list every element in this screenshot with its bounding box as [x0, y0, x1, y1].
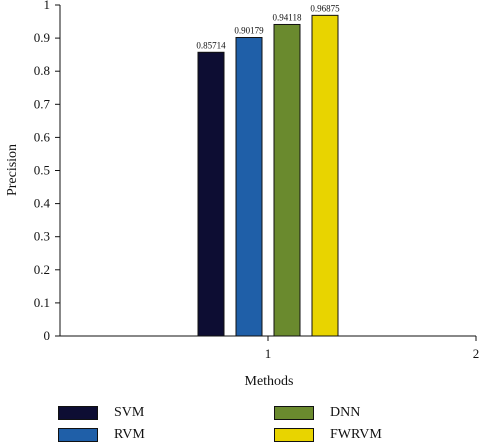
legend: SVM RVM DNN FWRVM: [0, 398, 480, 442]
bar-rvm: [235, 37, 263, 337]
legend-swatch-fwrvm: [274, 428, 314, 442]
legend-swatch-svm: [58, 406, 98, 420]
x-axis-label: Methods: [245, 374, 294, 389]
bar-svm: [197, 51, 225, 337]
y-axis-label: Precision: [5, 144, 20, 196]
data-labels: 0.85714 0.90179 0.94118 0.96875: [196, 3, 340, 50]
legend-swatch-dnn: [274, 406, 314, 420]
axes: 0 0.1 0.2 0.3 0.4 0.5 0.6 0.7 0.8 0.9 1 1 2: [34, 0, 480, 361]
y-tick-label: 0.1: [34, 295, 50, 310]
y-tick-label: 0.7: [34, 96, 51, 111]
data-label-fwrvm: 0.96875: [310, 3, 340, 13]
bars: [197, 14, 339, 337]
y-tick-label: 0.3: [34, 229, 50, 244]
y-tick-label: 0: [44, 328, 51, 343]
legend-label-dnn: DNN: [330, 405, 361, 420]
data-label-svm: 0.85714: [196, 40, 226, 50]
legend-item-rvm: RVM: [58, 426, 145, 444]
y-tick-label: 0.2: [34, 262, 50, 277]
y-tick-label: 1: [44, 0, 51, 12]
bar-chart: 00.10.20.30.40.50.60.70.80.911 2 0.857140…: [5, 0, 480, 389]
x-tick-label: 2: [473, 346, 480, 361]
y-tick-label: 0.9: [34, 30, 50, 45]
legend-item-dnn: DNN: [274, 404, 360, 422]
legend-label-svm: SVM: [114, 405, 145, 420]
y-tick-label: 0.6: [34, 129, 51, 144]
legend-label-fwrvm: FWRVM: [330, 427, 382, 442]
y-tick-label: 0.8: [34, 63, 50, 78]
legend-item-svm: SVM: [58, 404, 144, 422]
bar-dnn: [273, 23, 301, 337]
data-label-rvm: 0.90179: [234, 26, 264, 36]
y-tick-label: 0.4: [34, 196, 51, 211]
legend-item-fwrvm: FWRVM: [274, 426, 382, 444]
y-tick-label: 0.5: [34, 163, 50, 178]
legend-label-rvm: RVM: [114, 427, 145, 442]
legend-swatch-rvm: [58, 428, 98, 442]
data-label-dnn: 0.94118: [273, 12, 302, 22]
x-tick-label: 1: [265, 346, 272, 361]
bar-fwrvm: [311, 14, 339, 337]
